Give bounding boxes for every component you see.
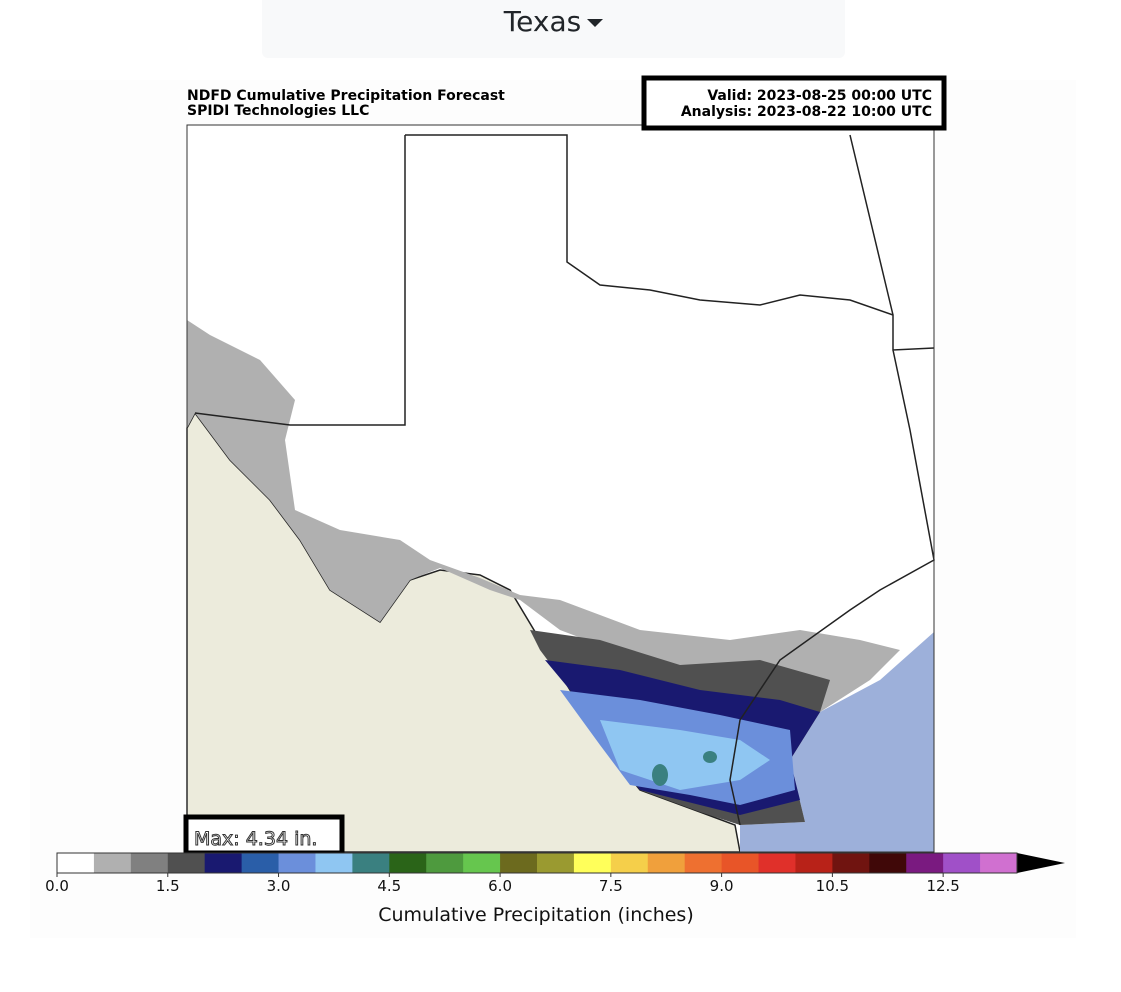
colorbar-tick-label: 1.5 <box>156 877 180 895</box>
max-label: Max: 4.34 in. <box>194 828 317 850</box>
colorbar-segment <box>57 853 95 873</box>
colorbar-segment <box>537 853 575 873</box>
colorbar-segment <box>980 853 1018 873</box>
colorbar-segment <box>93 853 132 873</box>
colorbar-segment <box>832 853 870 873</box>
colorbar: 0.0 1.5 3.0 4.5 6.0 7.5 9.0 10.5 12.5 <box>45 852 1065 895</box>
colorbar-tick-label: 6.0 <box>488 877 512 895</box>
colorbar-segment <box>389 853 427 873</box>
colorbar-segment <box>241 853 280 873</box>
state-borders <box>194 134 935 826</box>
colorbar-segment <box>500 853 538 873</box>
colorbar-label: Cumulative Precipitation (inches) <box>378 904 694 926</box>
precip-light <box>187 320 900 760</box>
timestamp-box <box>641 75 947 131</box>
colorbar-tick-label: 3.0 <box>267 877 291 895</box>
precip-max <box>652 764 668 786</box>
colorbar-segment <box>426 853 464 873</box>
map-frame <box>186 124 935 853</box>
colorbar-tick-label: 12.5 <box>926 877 959 895</box>
colorbar-extend <box>1017 853 1065 873</box>
colorbar-segment <box>869 853 907 873</box>
colorbar-segment <box>278 853 316 873</box>
caret <box>587 19 604 27</box>
colorbar-tick-label: 10.5 <box>816 877 849 895</box>
colorbar-segment <box>684 853 723 873</box>
map-title: NDFD Cumulative Precipitation Forecast <box>187 88 505 104</box>
colorbar-segment <box>130 853 169 873</box>
gulf <box>740 632 934 852</box>
colorbar-segment <box>352 853 390 873</box>
colorbar-segment <box>167 853 206 873</box>
colorbar-segment <box>721 853 760 873</box>
region-dropdown[interactable]: Texas <box>262 0 845 58</box>
precip-lightblue <box>600 720 770 790</box>
precip-max-2 <box>703 751 717 763</box>
dropdown-label: Texas <box>503 5 582 38</box>
map-subtitle: SPIDI Technologies LLC <box>187 103 369 119</box>
colorbar-tick-label: 4.5 <box>377 877 401 895</box>
colorbar-segment <box>906 853 944 873</box>
colorbar-segment <box>315 853 353 873</box>
colorbar-segment <box>647 853 686 873</box>
colorbar-frame <box>56 852 1018 874</box>
colorbar-tick-label: 7.5 <box>599 877 623 895</box>
colorbar-segment <box>610 853 649 873</box>
colorbar-segment <box>943 853 981 873</box>
colorbar-segment <box>573 853 612 873</box>
analysis-time: Analysis: 2023-08-22 10:00 UTC <box>681 104 932 120</box>
colorbar-segment <box>795 853 833 873</box>
colorbar-tick-label: 9.0 <box>710 877 734 895</box>
colorbar-tick-label: 0.0 <box>45 877 69 895</box>
colorbar-segment <box>204 853 243 873</box>
valid-time: Valid: 2023-08-25 00:00 UTC <box>707 88 932 104</box>
colorbar-segment <box>463 853 501 873</box>
colorbar-segment <box>758 853 796 873</box>
